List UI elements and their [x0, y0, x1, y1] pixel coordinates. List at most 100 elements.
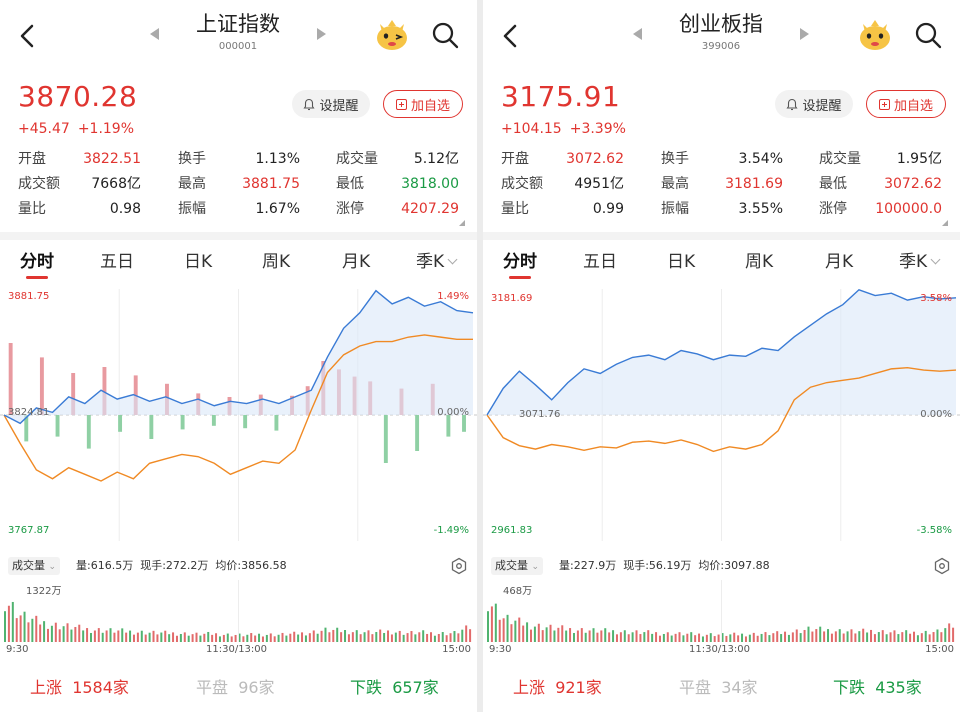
- price-area-fill: [487, 289, 956, 415]
- trading-volume-bar: [156, 634, 159, 642]
- set-alert-button[interactable]: 设提醒: [775, 90, 853, 118]
- trading-volume-bar: [195, 632, 198, 642]
- trading-volume-bar: [635, 630, 638, 642]
- trading-volume-bar: [522, 625, 525, 642]
- chart-low-pct: -3.58%: [916, 525, 952, 536]
- tab-quarterly-k[interactable]: 季K: [899, 250, 941, 274]
- set-alert-button[interactable]: 设提醒: [292, 90, 370, 118]
- trading-volume-bar: [234, 634, 237, 642]
- declining-count[interactable]: 下跌 657家: [350, 674, 439, 702]
- stat-label: 成交量: [336, 151, 378, 167]
- hexagon-settings-icon[interactable]: [933, 557, 951, 575]
- mascot-icon[interactable]: [857, 18, 893, 52]
- intraday-chart[interactable]: 3181.69 3071.76 2961.83 3.58% 0.00% -3.5…: [483, 283, 960, 548]
- trading-volume-bar: [772, 633, 775, 642]
- trading-volume-bar: [398, 630, 401, 642]
- trading-volume-bar: [643, 632, 646, 642]
- trading-volume-bar: [273, 636, 276, 642]
- tab-daily-k[interactable]: 日K: [667, 252, 696, 272]
- stat-value: 0.99: [592, 201, 624, 217]
- trading-volume-bar: [152, 630, 155, 642]
- price-change: +104.15 +3.39%: [501, 120, 626, 138]
- chevron-down-icon: ⌄: [48, 562, 57, 572]
- search-icon[interactable]: [913, 20, 943, 50]
- trading-volume-bar: [655, 632, 658, 642]
- trading-volume-bar: [662, 633, 665, 642]
- trading-volume-bar: [803, 629, 806, 642]
- volume-info-bar: 成交量 ⌄ 量:227.9万 现手:56.19万 均价:3097.88: [483, 553, 960, 579]
- expand-corner-icon[interactable]: [942, 220, 948, 226]
- trading-volume-bar: [830, 633, 833, 642]
- volume-chart: 1322万: [0, 580, 477, 642]
- next-index-icon[interactable]: [800, 28, 809, 40]
- trading-volume-bar: [445, 635, 448, 642]
- trading-volume-bar: [600, 630, 603, 642]
- trading-volume-bar: [678, 632, 681, 642]
- unchanged-value: 96家: [238, 678, 275, 697]
- trading-volume-bar: [514, 620, 517, 642]
- trading-volume-bar: [469, 629, 472, 642]
- volume-bar-down: [274, 415, 279, 431]
- volume-selector-label: 成交量: [12, 559, 45, 572]
- back-arrow-icon[interactable]: [499, 22, 523, 50]
- tab-weekly-k[interactable]: 周K: [262, 252, 291, 272]
- hexagon-settings-icon[interactable]: [450, 557, 468, 575]
- trading-volume-bar: [913, 631, 916, 642]
- trading-volume-bar: [62, 626, 65, 642]
- tab-monthly-k[interactable]: 月K: [825, 252, 854, 272]
- trading-volume-bar: [569, 628, 572, 642]
- trading-volume-bar: [682, 635, 685, 642]
- volume-current: 现手:56.19万: [623, 559, 692, 572]
- volume-selector[interactable]: 成交量 ⌄: [491, 557, 544, 575]
- stat-label: 开盘: [18, 151, 46, 167]
- trading-volume-bar: [744, 636, 747, 642]
- trading-volume-bar: [866, 632, 869, 642]
- unchanged-count[interactable]: 平盘 96家: [196, 674, 275, 702]
- previous-index-icon[interactable]: [150, 28, 159, 40]
- time-close: 15:00: [925, 644, 954, 655]
- tab-weekly-k[interactable]: 周K: [745, 252, 774, 272]
- trading-volume-bar: [121, 628, 124, 642]
- previous-index-icon[interactable]: [633, 28, 642, 40]
- intraday-chart[interactable]: 3881.75 3824.81 3767.87 1.49% 0.00% -1.4…: [0, 283, 477, 548]
- volume-selector[interactable]: 成交量 ⌄: [8, 557, 61, 575]
- stats-row: 成交额 4951亿 最高 3181.69 最低 3072.62: [501, 173, 946, 198]
- trading-volume-bar: [487, 611, 489, 642]
- mascot-icon[interactable]: [374, 18, 410, 52]
- next-index-icon[interactable]: [317, 28, 326, 40]
- back-arrow-icon[interactable]: [16, 22, 40, 50]
- tab-intraday[interactable]: 分时: [503, 252, 537, 272]
- price-area-fill: [4, 290, 473, 424]
- trading-volume-bar: [897, 634, 900, 642]
- volume-chart-svg: [487, 580, 955, 642]
- change-percent: +3.39%: [569, 121, 626, 137]
- tab-daily-k[interactable]: 日K: [184, 252, 213, 272]
- search-icon[interactable]: [430, 20, 460, 50]
- trading-volume-bar: [199, 635, 202, 642]
- tab-quarterly-label: 季K: [416, 252, 445, 272]
- volume-bar-down: [118, 415, 123, 432]
- plus-icon: [878, 98, 890, 110]
- tab-five-day[interactable]: 五日: [100, 252, 134, 272]
- tab-intraday[interactable]: 分时: [20, 252, 54, 272]
- tab-monthly-k[interactable]: 月K: [342, 252, 371, 272]
- expand-corner-icon[interactable]: [459, 220, 465, 226]
- add-watchlist-button[interactable]: 加自选: [383, 90, 463, 118]
- tab-quarterly-k[interactable]: 季K: [416, 250, 458, 274]
- declining-count[interactable]: 下跌 435家: [833, 674, 922, 702]
- trading-volume-bar: [160, 632, 163, 642]
- trading-volume-bar: [858, 631, 861, 642]
- trading-volume-bar: [541, 630, 544, 642]
- trading-volume-bar: [394, 632, 397, 642]
- trading-volume-bar: [807, 626, 810, 642]
- tab-five-day[interactable]: 五日: [583, 252, 617, 272]
- advancing-count[interactable]: 上涨 921家: [513, 674, 602, 702]
- stat-label: 量比: [18, 201, 46, 217]
- unchanged-count[interactable]: 平盘 34家: [679, 674, 758, 702]
- add-watchlist-button[interactable]: 加自选: [866, 90, 946, 118]
- trading-volume-bar: [877, 632, 880, 642]
- trading-volume-bar: [316, 633, 319, 642]
- advancing-count[interactable]: 上涨 1584家: [30, 674, 129, 702]
- stat-value: 3818.00: [401, 176, 459, 192]
- trading-volume-bar: [666, 632, 669, 642]
